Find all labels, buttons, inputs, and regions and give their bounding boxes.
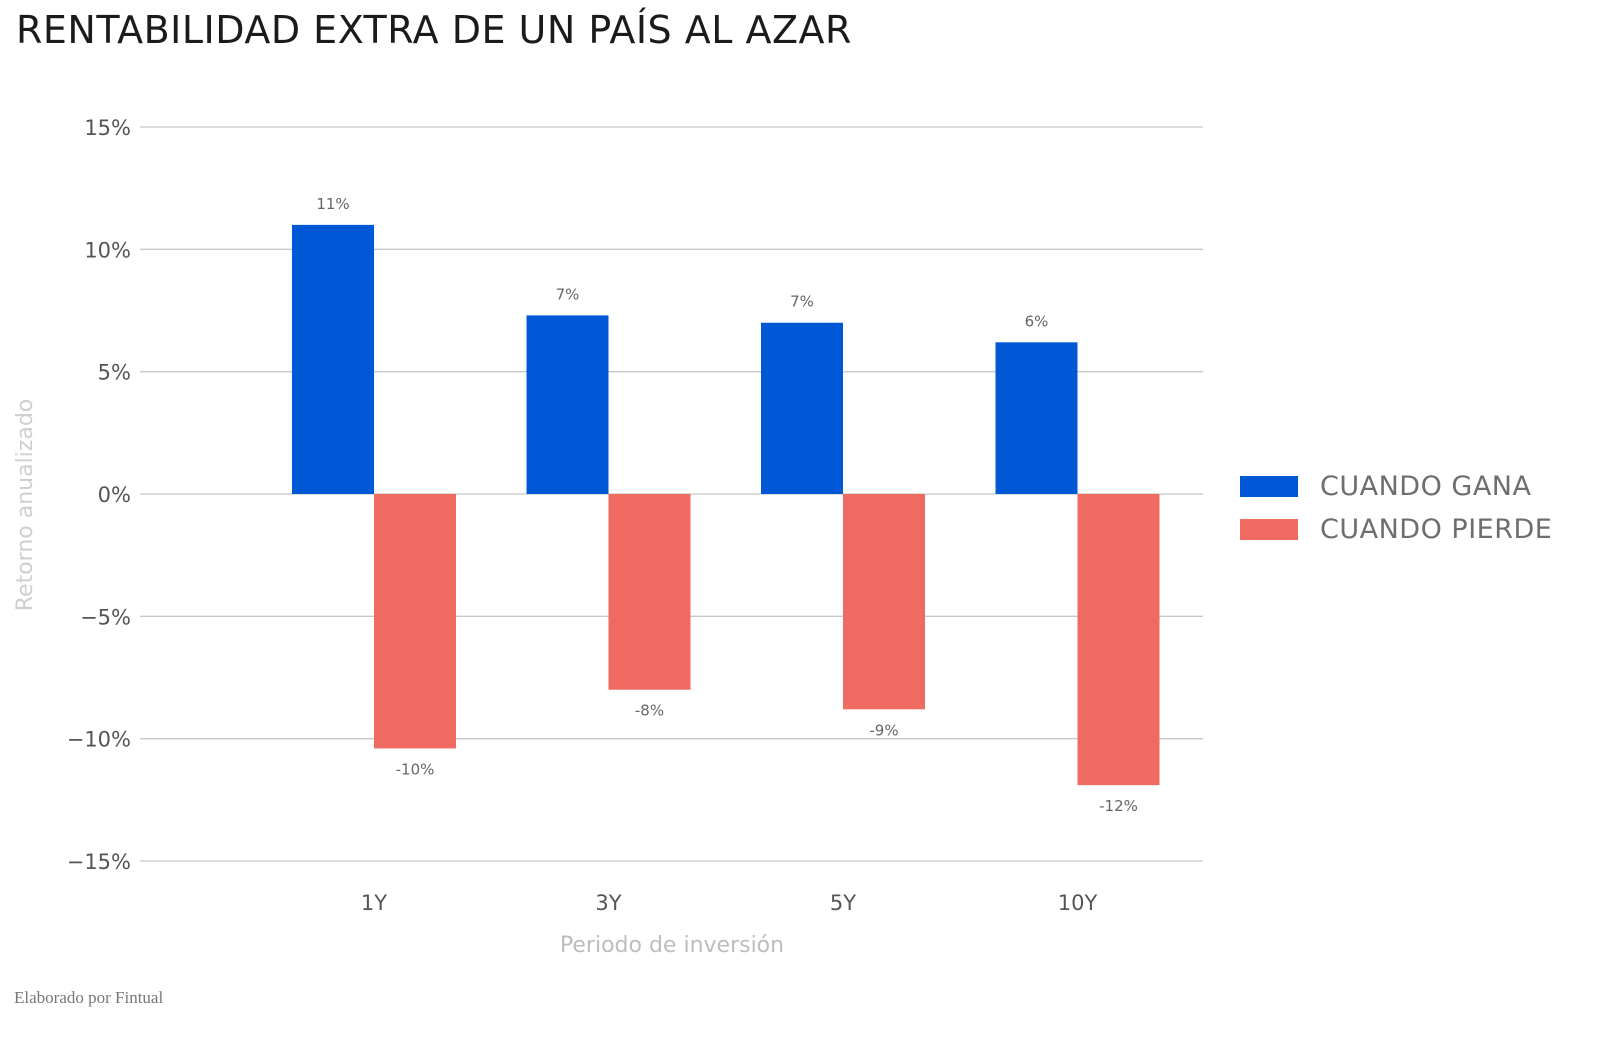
y-tick-label: 10% bbox=[84, 238, 131, 262]
bar-gana[interactable] bbox=[292, 224, 374, 494]
bar-gana[interactable] bbox=[995, 342, 1078, 494]
bar-gana[interactable] bbox=[526, 315, 609, 494]
data-label: 11% bbox=[316, 195, 349, 213]
y-tick-label: −15% bbox=[67, 850, 131, 874]
data-label: 6% bbox=[1025, 312, 1049, 330]
x-tick-labels: 1Y 3Y 5Y 10Y bbox=[361, 891, 1098, 915]
footer-credit: Elaborado por Fintual bbox=[14, 988, 164, 1007]
y-tick-label: −10% bbox=[67, 728, 131, 752]
x-tick-label: 1Y bbox=[361, 891, 387, 915]
bar-pierde[interactable] bbox=[843, 494, 925, 710]
y-tick-label: 15% bbox=[84, 116, 131, 140]
bar-pierde[interactable] bbox=[1077, 494, 1160, 786]
y-axis-label: Retorno anualizado bbox=[13, 399, 38, 612]
data-label: 7% bbox=[790, 293, 814, 311]
data-label: -9% bbox=[869, 721, 898, 739]
legend: CUANDO GANA CUANDO PIERDE bbox=[1240, 465, 1552, 551]
bars bbox=[292, 224, 1160, 786]
bar-pierde[interactable] bbox=[608, 494, 691, 690]
x-tick-label: 10Y bbox=[1058, 891, 1098, 915]
legend-label-gana: CUANDO GANA bbox=[1320, 471, 1532, 502]
data-label: -10% bbox=[396, 760, 435, 778]
legend-swatch-pierde bbox=[1240, 519, 1298, 540]
data-label: -12% bbox=[1099, 797, 1138, 815]
legend-item-gana[interactable]: CUANDO GANA bbox=[1240, 465, 1552, 508]
legend-label-pierde: CUANDO PIERDE bbox=[1320, 514, 1553, 545]
data-labels: 11% -10% 7% -8% 7% -9% 6% -12% bbox=[316, 195, 1138, 815]
y-tick-labels: 15% 10% 5% 0% −5% −10% −15% bbox=[67, 116, 131, 874]
y-tick-label: 5% bbox=[98, 361, 131, 385]
data-label: -8% bbox=[635, 702, 664, 720]
data-label: 7% bbox=[556, 285, 580, 303]
x-axis-label: Periodo de inversión bbox=[560, 933, 784, 958]
y-tick-label: 0% bbox=[98, 483, 131, 507]
y-tick-label: −5% bbox=[80, 605, 131, 629]
bar-pierde[interactable] bbox=[374, 494, 456, 749]
x-tick-label: 5Y bbox=[830, 891, 856, 915]
chart-title: RENTABILIDAD EXTRA DE UN PAÍS AL AZAR bbox=[16, 8, 852, 52]
x-tick-label: 3Y bbox=[595, 891, 621, 915]
bar-gana[interactable] bbox=[761, 322, 843, 494]
legend-item-pierde[interactable]: CUANDO PIERDE bbox=[1240, 508, 1552, 551]
legend-swatch-gana bbox=[1240, 476, 1298, 497]
